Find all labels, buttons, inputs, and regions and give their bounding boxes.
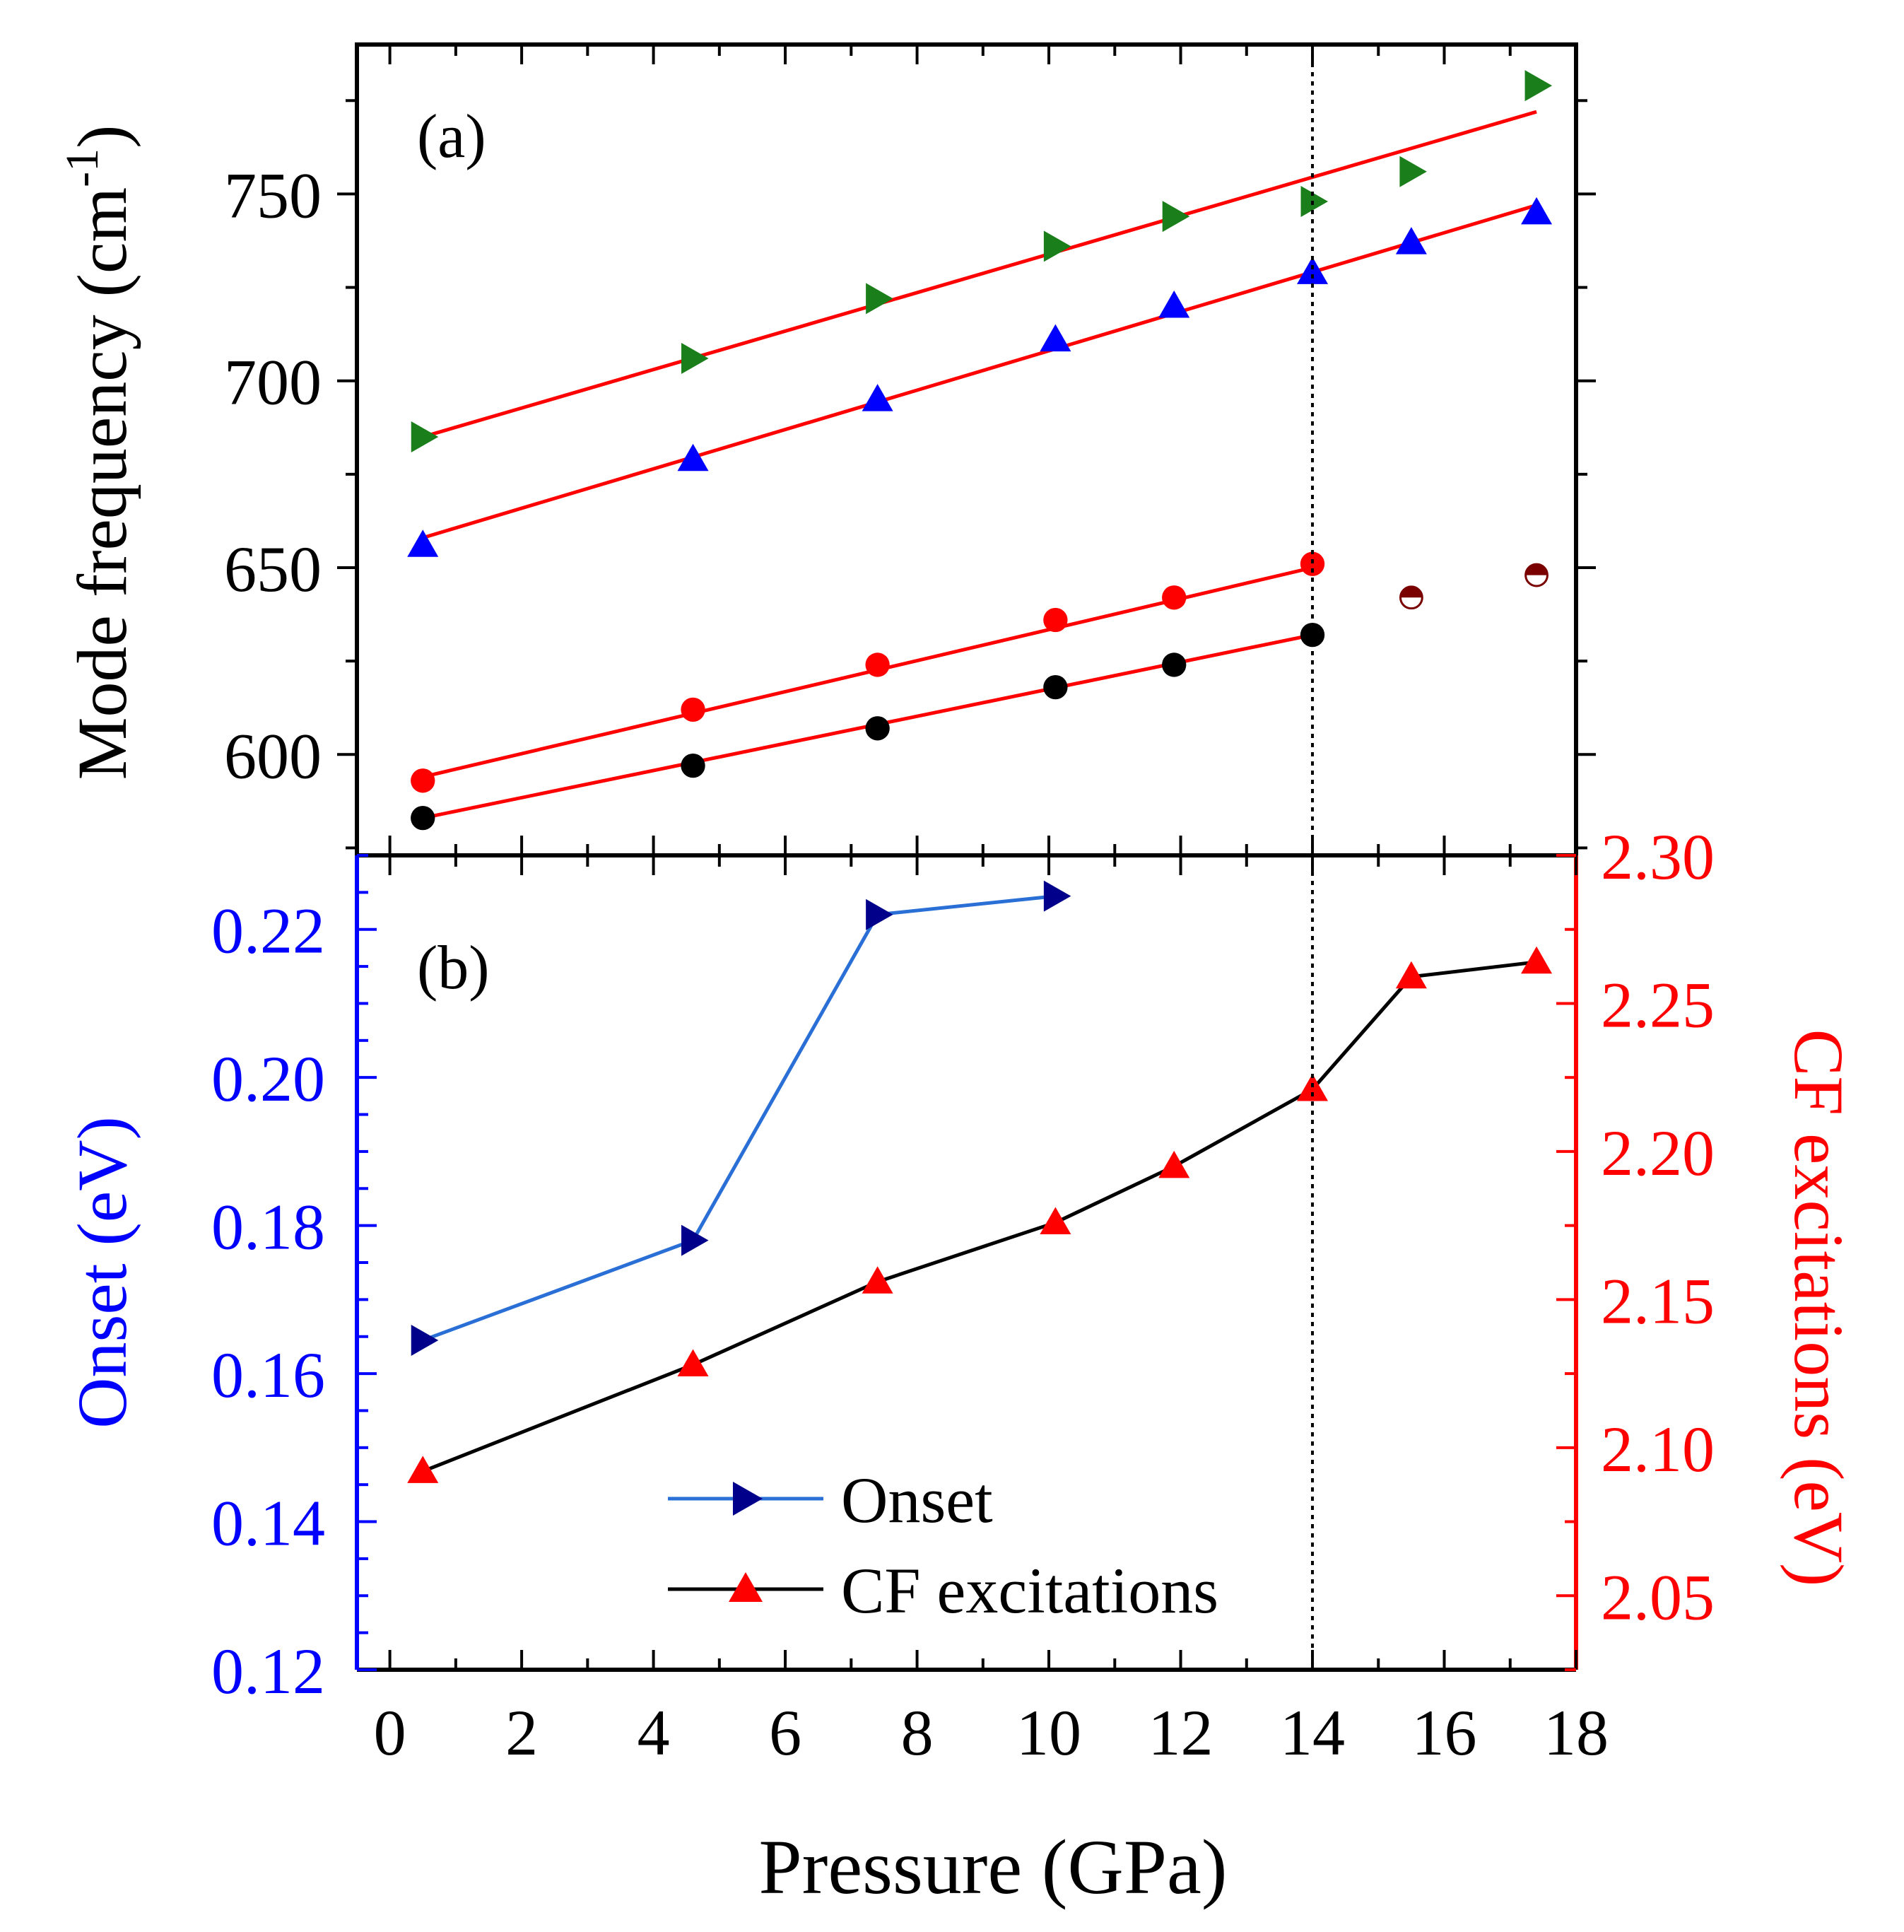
data-point	[1521, 197, 1553, 225]
data-point	[1524, 70, 1553, 102]
x-tick-label: 2	[505, 1697, 538, 1769]
panel-b-left-tick-label: 0.20	[211, 1043, 325, 1115]
series-line	[422, 894, 1056, 1342]
data-point	[1297, 1073, 1329, 1101]
panel-b-right-tick-label: 2.15	[1601, 1265, 1715, 1337]
data-point	[1043, 607, 1068, 633]
data-point	[1162, 585, 1187, 610]
data-point	[407, 1456, 439, 1483]
panel-b-right-tick-label: 2.10	[1601, 1413, 1715, 1485]
data-point	[411, 805, 435, 831]
panel-b-left-ylabel: Onset (eV)	[63, 1116, 141, 1429]
data-point	[407, 529, 439, 557]
panel-b-right-ylabel: CF excitations (eV)	[1780, 1029, 1858, 1587]
data-point	[1297, 257, 1329, 284]
data-point	[411, 1324, 439, 1356]
data-point	[1162, 201, 1190, 233]
panel-a-y-tick-label: 600	[224, 720, 322, 792]
x-tick-label: 10	[1016, 1697, 1081, 1769]
data-point	[866, 283, 893, 315]
fit-line	[422, 110, 1537, 439]
fit-line	[422, 203, 1537, 540]
panel-a-fit-lines	[422, 110, 1537, 820]
panel-b-left-tick-label: 0.16	[211, 1339, 325, 1411]
data-point	[1395, 961, 1427, 989]
x-tick-label: 16	[1412, 1697, 1477, 1769]
data-point	[681, 753, 705, 778]
half-circle-outline	[1524, 563, 1549, 587]
panel-a-y-tick-label: 650	[224, 533, 322, 605]
data-point	[677, 443, 709, 472]
data-point	[1521, 946, 1553, 974]
x-tick-label: 6	[769, 1697, 801, 1769]
data-point	[1399, 585, 1423, 610]
series-line	[422, 960, 1537, 1473]
data-point	[681, 697, 705, 722]
data-point	[1524, 563, 1549, 587]
panel-a-points	[407, 70, 1553, 831]
data-point	[1300, 186, 1329, 217]
data-point	[1395, 227, 1427, 254]
x-tick-label: 4	[637, 1697, 670, 1769]
panel-b-right-tick-label: 2.05	[1601, 1561, 1715, 1633]
panel-b-left-tick-label: 0.14	[211, 1487, 325, 1559]
x-tick-label: 18	[1544, 1697, 1609, 1769]
panel-a-ylabel-close: )	[63, 125, 141, 148]
data-point	[1300, 551, 1325, 576]
half-circle-top	[1525, 564, 1548, 575]
panel-a-y-tick-label: 700	[224, 346, 322, 418]
panel-b-points	[407, 880, 1553, 1483]
panel-b: 0 2 4 6 8 10 12 14 16 18 0.12 0.14 0.16 0.18 0.20 0.22 2…	[63, 821, 1858, 1769]
data-point	[862, 1266, 893, 1294]
data-point	[865, 716, 890, 741]
data-point	[1158, 291, 1190, 318]
panel-b-right-tick-label: 2.25	[1601, 968, 1715, 1041]
legend-marker	[733, 1482, 763, 1516]
panel-a-frame	[355, 42, 1578, 857]
data-point	[862, 384, 893, 411]
panel-a: 600 650 700 750 (a) Mode frequency (cm-1)	[57, 42, 1596, 857]
panel-b-right-tick-label: 2.20	[1601, 1117, 1715, 1189]
panel-a-ylabel-main: Mode frequency (cm	[63, 187, 141, 780]
data-point	[411, 421, 439, 452]
legend-label: Onset	[841, 1464, 993, 1536]
panel-b-left-tick-label: 0.12	[211, 1635, 325, 1707]
legend-label: CF excitations	[841, 1555, 1218, 1627]
panel-a-ticks: 600 650 700 750	[224, 45, 1596, 855]
panel-a-ylabel: Mode frequency (cm-1)	[57, 125, 141, 780]
data-point	[1040, 1207, 1071, 1234]
legend: Onset CF excitations	[668, 1464, 1218, 1627]
data-point	[411, 768, 435, 793]
panel-b-right-tick-label: 2.30	[1601, 821, 1715, 893]
panel-a-y-tick-label: 750	[224, 159, 322, 231]
data-point	[677, 1349, 709, 1377]
panel-b-ticks: 0 2 4 6 8 10 12 14 16 18 0.12 0.14 0.16 0.18 0.20 0.22 2…	[211, 821, 1715, 1769]
x-tick-label: 14	[1280, 1697, 1345, 1769]
data-point	[866, 898, 893, 930]
data-point	[1040, 324, 1071, 352]
x-tick-label: 12	[1148, 1697, 1213, 1769]
data-point	[1043, 880, 1071, 912]
data-point	[1399, 156, 1427, 187]
half-circle-outline	[1399, 585, 1423, 610]
panel-b-left-tick-label: 0.18	[211, 1191, 325, 1263]
panel-b-label: (b)	[417, 934, 490, 1002]
data-point	[1158, 1150, 1190, 1178]
data-point	[1162, 652, 1187, 677]
panel-b-lines	[422, 894, 1537, 1473]
data-point	[1043, 230, 1071, 262]
data-point	[1043, 674, 1068, 700]
data-point	[865, 652, 890, 677]
panel-a-ylabel-sup: -1	[57, 148, 108, 187]
x-tick-label: 8	[901, 1697, 934, 1769]
panel-b-left-tick-label: 0.22	[211, 895, 325, 967]
data-point	[681, 1224, 709, 1256]
legend-marker	[729, 1572, 763, 1602]
x-tick-label: 0	[374, 1697, 406, 1769]
data-point	[681, 343, 709, 374]
x-axis-label: Pressure (GPa)	[759, 1824, 1228, 1910]
panel-a-label: (a)	[417, 103, 486, 171]
half-circle-top	[1400, 586, 1423, 598]
